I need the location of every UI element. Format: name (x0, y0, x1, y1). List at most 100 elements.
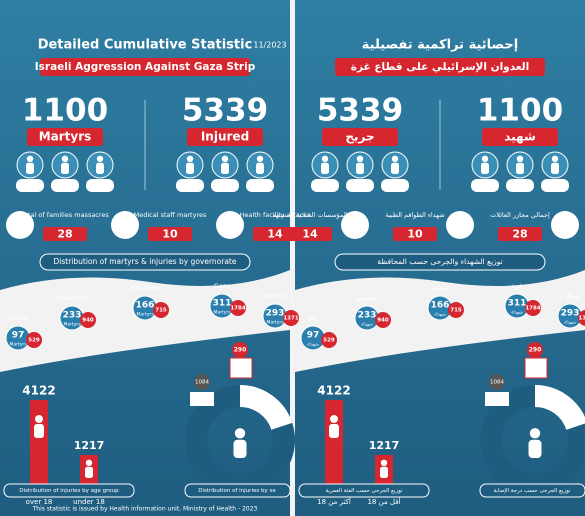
sev-title-box (479, 483, 585, 498)
person-icon (380, 466, 388, 478)
big-number: 5339 (317, 93, 403, 129)
sev-value: 290 (529, 347, 542, 354)
gov-name: الوسطى (428, 284, 452, 292)
person-icon (481, 162, 489, 174)
person-icon (551, 155, 559, 162)
person-icon (96, 155, 104, 162)
gov-injured: 715 (155, 308, 167, 314)
person-icon (234, 428, 246, 439)
gov-injured-circle (448, 302, 464, 318)
person-icon (16, 224, 24, 234)
sev-box (190, 392, 214, 406)
person-icon (227, 217, 233, 224)
person-icon (186, 162, 194, 174)
title: Detailed Cumulative Statistic (38, 38, 253, 53)
gov-injured-circle (153, 302, 169, 318)
count: 603 (21, 182, 40, 192)
gov-martyrs: 233 (63, 311, 82, 321)
gov-martyrs: 233 (358, 311, 377, 321)
person-icon (456, 224, 464, 234)
count: 3378 (177, 182, 202, 192)
person-icon (26, 155, 34, 162)
stat-value: 10 (162, 228, 178, 241)
sev-box (524, 357, 548, 379)
person-icon (329, 424, 339, 438)
subtitle-box (335, 58, 545, 76)
gov-martyrs-word: شهداء (511, 311, 523, 316)
person-icon (122, 217, 128, 224)
person-icon (226, 224, 234, 234)
gov-martyrs: 311 (508, 299, 527, 309)
person-icon (17, 217, 23, 224)
stat-label: Health facility attacks (240, 211, 312, 219)
gov-name: خانيونس (355, 294, 378, 302)
age-over-label: over 18 (26, 498, 53, 506)
stat-box (43, 227, 87, 241)
sev-value: 290 (234, 347, 247, 354)
sev-circle (489, 374, 505, 390)
donut-segment (480, 385, 585, 495)
gov-title: Distribution of martyrs & injuries by go… (54, 257, 237, 266)
gov-name: رفح (308, 314, 318, 322)
age-title: توزيع الجرحى حسب الفئة العمرية (325, 488, 403, 494)
gov-injured-circle (375, 312, 391, 328)
date: 11/2023 (253, 41, 286, 50)
person-icon (457, 217, 463, 224)
person-icon (551, 162, 559, 174)
gov-martyrs: 97 (307, 331, 320, 341)
count: 171 (476, 182, 495, 192)
gov-name: North G (262, 292, 287, 300)
subtitle: Israeli Aggression Against Gaza Strip (35, 61, 256, 73)
sev-circle (194, 374, 210, 390)
person-icon (26, 162, 34, 174)
count-box (51, 179, 79, 192)
age-over: 4122 (317, 384, 350, 398)
stat-box (498, 227, 542, 241)
stat-label: المؤسسات الصحية المستهد (272, 211, 347, 219)
gov-martyrs-word: Martyrs (63, 322, 81, 328)
divider (290, 0, 295, 516)
person-icon (34, 424, 44, 438)
age-title: Distribution of injuries by age group (19, 488, 119, 494)
count-box (311, 179, 339, 192)
person-icon (35, 415, 43, 423)
big-label: شهيد (504, 130, 536, 144)
big-number: 1100 (22, 93, 108, 129)
count-box (211, 179, 239, 192)
count-box (176, 179, 204, 192)
stat-label: إجمالي مجازر العائلات (490, 211, 550, 219)
person-icon (96, 162, 104, 174)
person-icon (85, 459, 93, 466)
gov-injured-circle (80, 312, 96, 328)
big-label: جريح (345, 130, 374, 144)
person-icon (391, 162, 399, 174)
gov-name: Mid-Zone (130, 284, 160, 292)
count-box (471, 179, 499, 192)
label-box (27, 128, 103, 146)
big-number: 5339 (182, 93, 268, 129)
label-box (482, 128, 558, 146)
gov-name: غزة (512, 282, 523, 290)
sev-percent: %20.3 (193, 397, 211, 403)
stat-box (393, 227, 437, 241)
person-icon (256, 155, 264, 162)
footer: This statistic is issued by Health infor… (32, 506, 258, 513)
count-box (506, 179, 534, 192)
person-icon (61, 155, 69, 162)
stat-label: Medical staff martyres (134, 211, 207, 219)
gov-injured-circle (230, 300, 246, 316)
person-icon (352, 217, 358, 224)
person-icon (321, 162, 329, 174)
person-icon (516, 155, 524, 162)
age-title-box (3, 483, 135, 498)
gov-injured: 1371 (578, 316, 585, 322)
count: 326 (511, 182, 530, 192)
stat-value: 14 (267, 228, 283, 241)
gov-injured: 715 (450, 308, 462, 314)
gov-injured-circle (283, 310, 299, 326)
gov-name: Khanyonis (55, 294, 89, 302)
person-icon (380, 459, 388, 466)
sev-value: 1084 (195, 380, 209, 386)
person-icon (221, 155, 229, 162)
